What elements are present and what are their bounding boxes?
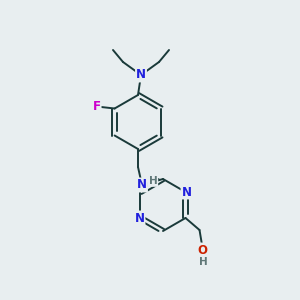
- Text: H: H: [148, 176, 158, 186]
- Text: N: N: [136, 68, 146, 82]
- Text: F: F: [93, 100, 101, 113]
- Text: H: H: [199, 257, 208, 267]
- Text: N: N: [137, 178, 147, 191]
- Text: N: N: [134, 212, 145, 224]
- Text: N: N: [182, 185, 191, 199]
- Text: O: O: [197, 244, 208, 256]
